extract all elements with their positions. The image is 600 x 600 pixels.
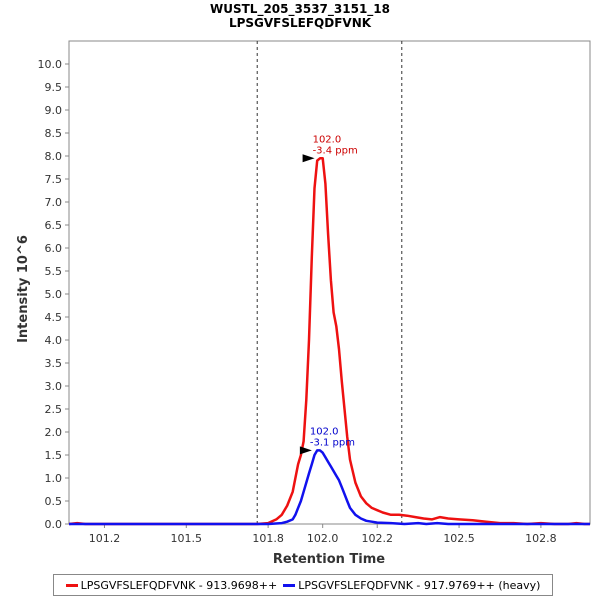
y-tick-label: 9.5	[45, 81, 63, 94]
y-tick-label: 9.0	[45, 104, 63, 117]
y-tick-label: 0.5	[45, 495, 63, 508]
y-tick-label: 1.5	[45, 449, 63, 462]
plot-frame	[68, 40, 591, 525]
y-tick-label: 1.0	[45, 472, 63, 485]
y-tick-label: 5.0	[45, 288, 63, 301]
y-tick-label: 6.0	[45, 242, 63, 255]
x-axis-title: Retention Time	[273, 552, 385, 567]
x-tick-label: 101.8	[252, 532, 284, 545]
y-tick-label: 3.5	[45, 357, 63, 370]
legend-swatch-blue	[283, 583, 296, 587]
legend-item-heavy: LPSGVFSLEFQDFVNK - 917.9769++ (heavy)	[283, 579, 540, 592]
x-tick-label: 101.2	[89, 532, 121, 545]
legend-label-heavy: LPSGVFSLEFQDFVNK - 917.9769++ (heavy)	[298, 578, 541, 592]
legend-label-light: LPSGVFSLEFQDFVNK - 913.9698++	[80, 578, 278, 592]
y-tick-label: 7.0	[45, 196, 63, 209]
legend: LPSGVFSLEFQDFVNK - 913.9698++ LPSGVFSLEF…	[53, 574, 553, 596]
y-tick-label: 5.5	[45, 265, 63, 278]
chromatogram-chart: WUSTL_205_3537_3151_18 LPSGVFSLEFQDFVNK …	[16, 2, 591, 567]
peak-marker	[299, 446, 312, 455]
y-tick-label: 7.5	[45, 173, 63, 186]
x-tick-label: 102.5	[443, 532, 475, 545]
x-tick-label: 102.8	[525, 532, 557, 545]
chart-subtitle: LPSGVFSLEFQDFVNK	[229, 16, 372, 30]
y-tick-label: 10.0	[38, 58, 63, 71]
peak-marker	[302, 154, 315, 163]
y-axis-title: Intensity 10^6	[16, 235, 31, 343]
x-tick-label: 101.5	[171, 532, 203, 545]
y-tick-label: 4.0	[45, 334, 63, 347]
peak-annotation-light: 102.0	[313, 134, 342, 145]
y-tick-label: 8.0	[45, 150, 63, 163]
y-tick-label: 0.0	[45, 518, 63, 531]
chart-title: WUSTL_205_3537_3151_18	[210, 2, 390, 17]
plot-area: 0.0 0.5 1.0 1.5 2.0 2.5 3.0 3.5 4.0 4.5 5.0 5.5 6.0 6…	[38, 40, 591, 545]
y-tick-label: 2.5	[45, 403, 63, 416]
series-line-heavy	[69, 449, 590, 526]
legend-item-light: LPSGVFSLEFQDFVNK - 913.9698++	[65, 578, 278, 592]
legend-swatch-red	[65, 583, 78, 587]
peak-annotation-light: -3.4 ppm	[313, 145, 358, 156]
peak-annotation-heavy: 102.0	[310, 426, 339, 437]
series-line-light	[68, 157, 590, 526]
peak-annotation-heavy: -3.1 ppm	[310, 437, 355, 448]
x-tick-label: 102.0	[307, 532, 339, 545]
x-tick-label: 102.2	[361, 532, 393, 545]
y-tick-label: 2.0	[45, 426, 63, 439]
y-tick-label: 4.5	[45, 311, 63, 324]
y-tick-label: 6.5	[45, 219, 63, 232]
y-tick-label: 8.5	[45, 127, 63, 140]
y-tick-label: 3.0	[45, 380, 63, 393]
